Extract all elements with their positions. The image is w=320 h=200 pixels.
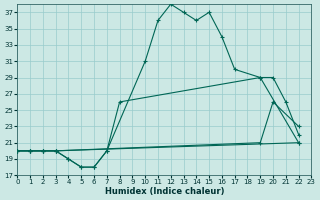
X-axis label: Humidex (Indice chaleur): Humidex (Indice chaleur) [105,187,224,196]
